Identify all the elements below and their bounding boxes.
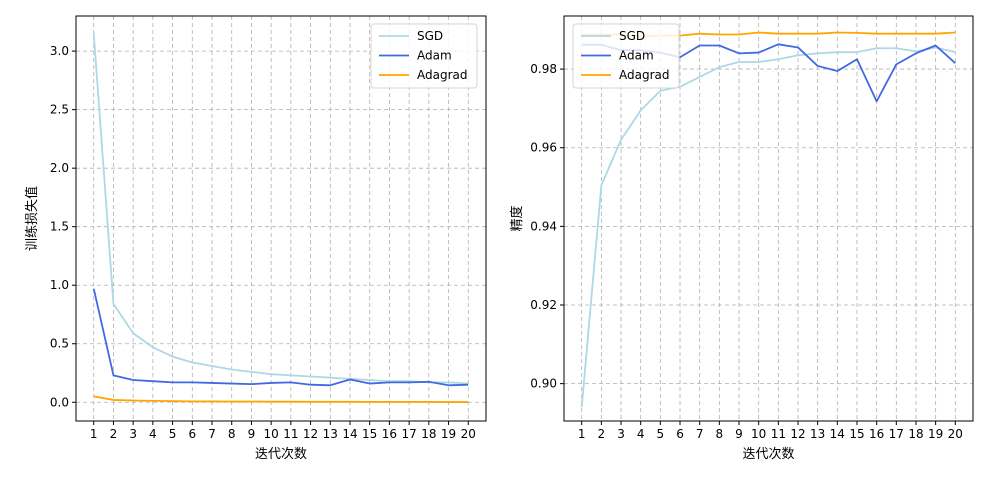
accuracy-x-tick-label: 11 bbox=[771, 427, 786, 441]
loss-legend-label-adam: Adam bbox=[417, 49, 452, 63]
loss-legend-label-sgd: SGD bbox=[417, 29, 443, 43]
loss-x-tick-label: 10 bbox=[264, 427, 279, 441]
accuracy-legend: SGD Adam Adagrad bbox=[572, 23, 680, 89]
accuracy-x-tick-label: 3 bbox=[617, 427, 625, 441]
loss-series-line-adagrad bbox=[93, 395, 469, 403]
loss-x-tick-label: 4 bbox=[149, 427, 157, 441]
accuracy-series-line-sgd bbox=[580, 46, 956, 408]
accuracy-x-tick-label: 1 bbox=[578, 427, 586, 441]
loss-y-tick-label: 0.0 bbox=[50, 395, 69, 409]
accuracy-y-tick-label: 0.92 bbox=[530, 298, 557, 312]
accuracy-x-tick-label: 4 bbox=[637, 427, 645, 441]
accuracy-legend-label-adagrad: Adagrad bbox=[619, 68, 670, 82]
accuracy-x-tick-label: 16 bbox=[869, 427, 884, 441]
loss-series-line-adam bbox=[92, 288, 469, 387]
loss-x-tick-label: 18 bbox=[421, 427, 436, 441]
loss-x-tick-label: 17 bbox=[401, 427, 416, 441]
accuracy-x-tick-label: 12 bbox=[790, 427, 805, 441]
loss-y-tick-label: 0.5 bbox=[50, 337, 69, 351]
accuracy-y-tick-label: 0.94 bbox=[530, 219, 557, 233]
loss-y-tick-label: 3.0 bbox=[50, 44, 69, 58]
accuracy-y-axis-title: 精度 bbox=[509, 205, 525, 231]
accuracy-x-tick-label: 18 bbox=[908, 427, 923, 441]
loss-y-tick-label: 2.0 bbox=[50, 161, 69, 175]
accuracy-x-tick-label: 19 bbox=[928, 427, 943, 441]
loss-x-tick-label: 8 bbox=[228, 427, 236, 441]
loss-x-tick-label: 12 bbox=[303, 427, 318, 441]
loss-x-tick-label: 11 bbox=[283, 427, 298, 441]
accuracy-legend-box bbox=[572, 23, 680, 89]
accuracy-plot-frame bbox=[563, 15, 974, 422]
loss-x-tick-label: 13 bbox=[323, 427, 338, 441]
accuracy-y-tick-label: 0.96 bbox=[530, 141, 557, 155]
loss-series-line-sgd bbox=[92, 33, 469, 385]
accuracy-x-tick-label: 6 bbox=[676, 427, 684, 441]
loss-legend-label-adagrad: Adagrad bbox=[417, 68, 468, 82]
accuracy-x-axis-title: 迭代次数 bbox=[742, 446, 794, 462]
loss-x-tick-label: 5 bbox=[169, 427, 177, 441]
loss-x-tick-label: 9 bbox=[248, 427, 256, 441]
loss-chart-panel: 1 2 3 4 5 6 7 8 9 10 11 12 13 14 15 16 17 18 19 200.00.51.0… bbox=[24, 15, 487, 462]
loss-x-tick-label: 15 bbox=[362, 427, 377, 441]
loss-x-tick-label: 7 bbox=[208, 427, 216, 441]
accuracy-legend-label-sgd: SGD bbox=[619, 29, 645, 43]
accuracy-x-tick-label: 5 bbox=[657, 427, 665, 441]
loss-x-tick-label: 2 bbox=[110, 427, 118, 441]
accuracy-x-tick-label: 9 bbox=[735, 427, 743, 441]
accuracy-x-tick-label: 13 bbox=[810, 427, 825, 441]
accuracy-x-tick-label: 2 bbox=[598, 427, 606, 441]
loss-x-tick-label: 14 bbox=[342, 427, 357, 441]
loss-y-tick-label: 2.5 bbox=[50, 103, 69, 117]
loss-x-tick-label: 19 bbox=[441, 427, 456, 441]
accuracy-y-tick-label: 0.90 bbox=[530, 377, 557, 391]
loss-y-tick-label: 1.5 bbox=[50, 220, 69, 234]
loss-plot-frame bbox=[75, 15, 487, 422]
loss-x-tick-label: 1 bbox=[90, 427, 98, 441]
accuracy-x-tick-label: 15 bbox=[849, 427, 864, 441]
loss-x-tick-label: 3 bbox=[129, 427, 137, 441]
accuracy-y-tick-label: 0.98 bbox=[530, 62, 557, 76]
loss-legend-box bbox=[370, 23, 478, 89]
loss-legend: SGD Adam Adagrad bbox=[370, 23, 478, 89]
loss-x-tick-label: 20 bbox=[461, 427, 476, 441]
loss-x-tick-label: 6 bbox=[188, 427, 196, 441]
loss-y-tick-label: 1.0 bbox=[50, 278, 69, 292]
accuracy-x-tick-label: 14 bbox=[830, 427, 845, 441]
loss-x-axis-title: 迭代次数 bbox=[255, 446, 307, 462]
accuracy-chart-panel: 1 2 3 4 5 6 7 8 9 10 11 12 13 14 15 16 17 18 19 200.900.920… bbox=[509, 15, 974, 462]
loss-x-tick-label: 16 bbox=[382, 427, 397, 441]
loss-y-axis-title: 训练损失值 bbox=[24, 186, 40, 251]
accuracy-x-tick-label: 8 bbox=[716, 427, 724, 441]
accuracy-x-tick-label: 7 bbox=[696, 427, 704, 441]
accuracy-legend-label-adam: Adam bbox=[619, 49, 654, 63]
accuracy-x-tick-label: 20 bbox=[948, 427, 963, 441]
accuracy-x-tick-label: 10 bbox=[751, 427, 766, 441]
accuracy-x-tick-label: 17 bbox=[889, 427, 904, 441]
